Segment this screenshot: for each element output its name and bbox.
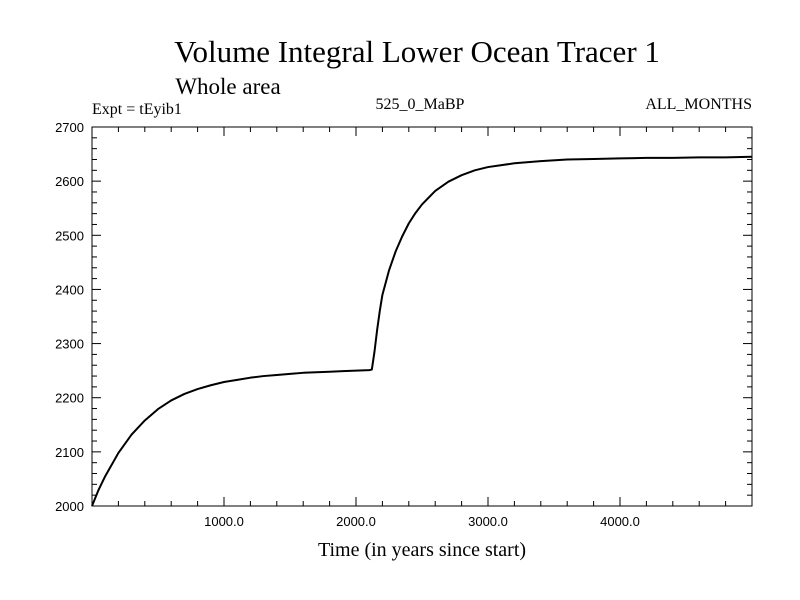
months-label: ALL_MONTHS [645, 96, 752, 113]
y-tick-label: 2200 [55, 391, 84, 406]
series-group [91, 155, 753, 507]
x-tick-label: 2000.0 [336, 514, 376, 529]
x-axis-label: Time (in years since start) [318, 539, 526, 561]
tick-label-group: 2000 2100 2200 2300 2400 2500 2600 2700 1000.0 20… [55, 120, 640, 529]
y-tick-label: 2000 [55, 499, 84, 514]
y-tick-label: 2500 [55, 228, 84, 243]
chart-title: Volume Integral Lower Ocean Tracer 1 [174, 34, 660, 69]
y-tick-label: 2100 [55, 445, 84, 460]
x-tick-label: 3000.0 [468, 514, 508, 529]
y-tick-label: 2400 [55, 282, 84, 297]
expt-label: Expt = tEyib1 [92, 101, 182, 118]
chart-subtitle: Whole area [175, 74, 280, 99]
plot-frame [91, 126, 753, 507]
y-tick-label: 2300 [55, 337, 84, 352]
y-tick-label: 2700 [55, 120, 84, 135]
series-line [91, 155, 753, 507]
period-label: 525_0_MaBP [376, 96, 465, 113]
y-tick-label: 2600 [55, 174, 84, 189]
tick-group [92, 126, 752, 507]
x-tick-label: 1000.0 [204, 514, 244, 529]
x-tick-label: 4000.0 [600, 514, 640, 529]
